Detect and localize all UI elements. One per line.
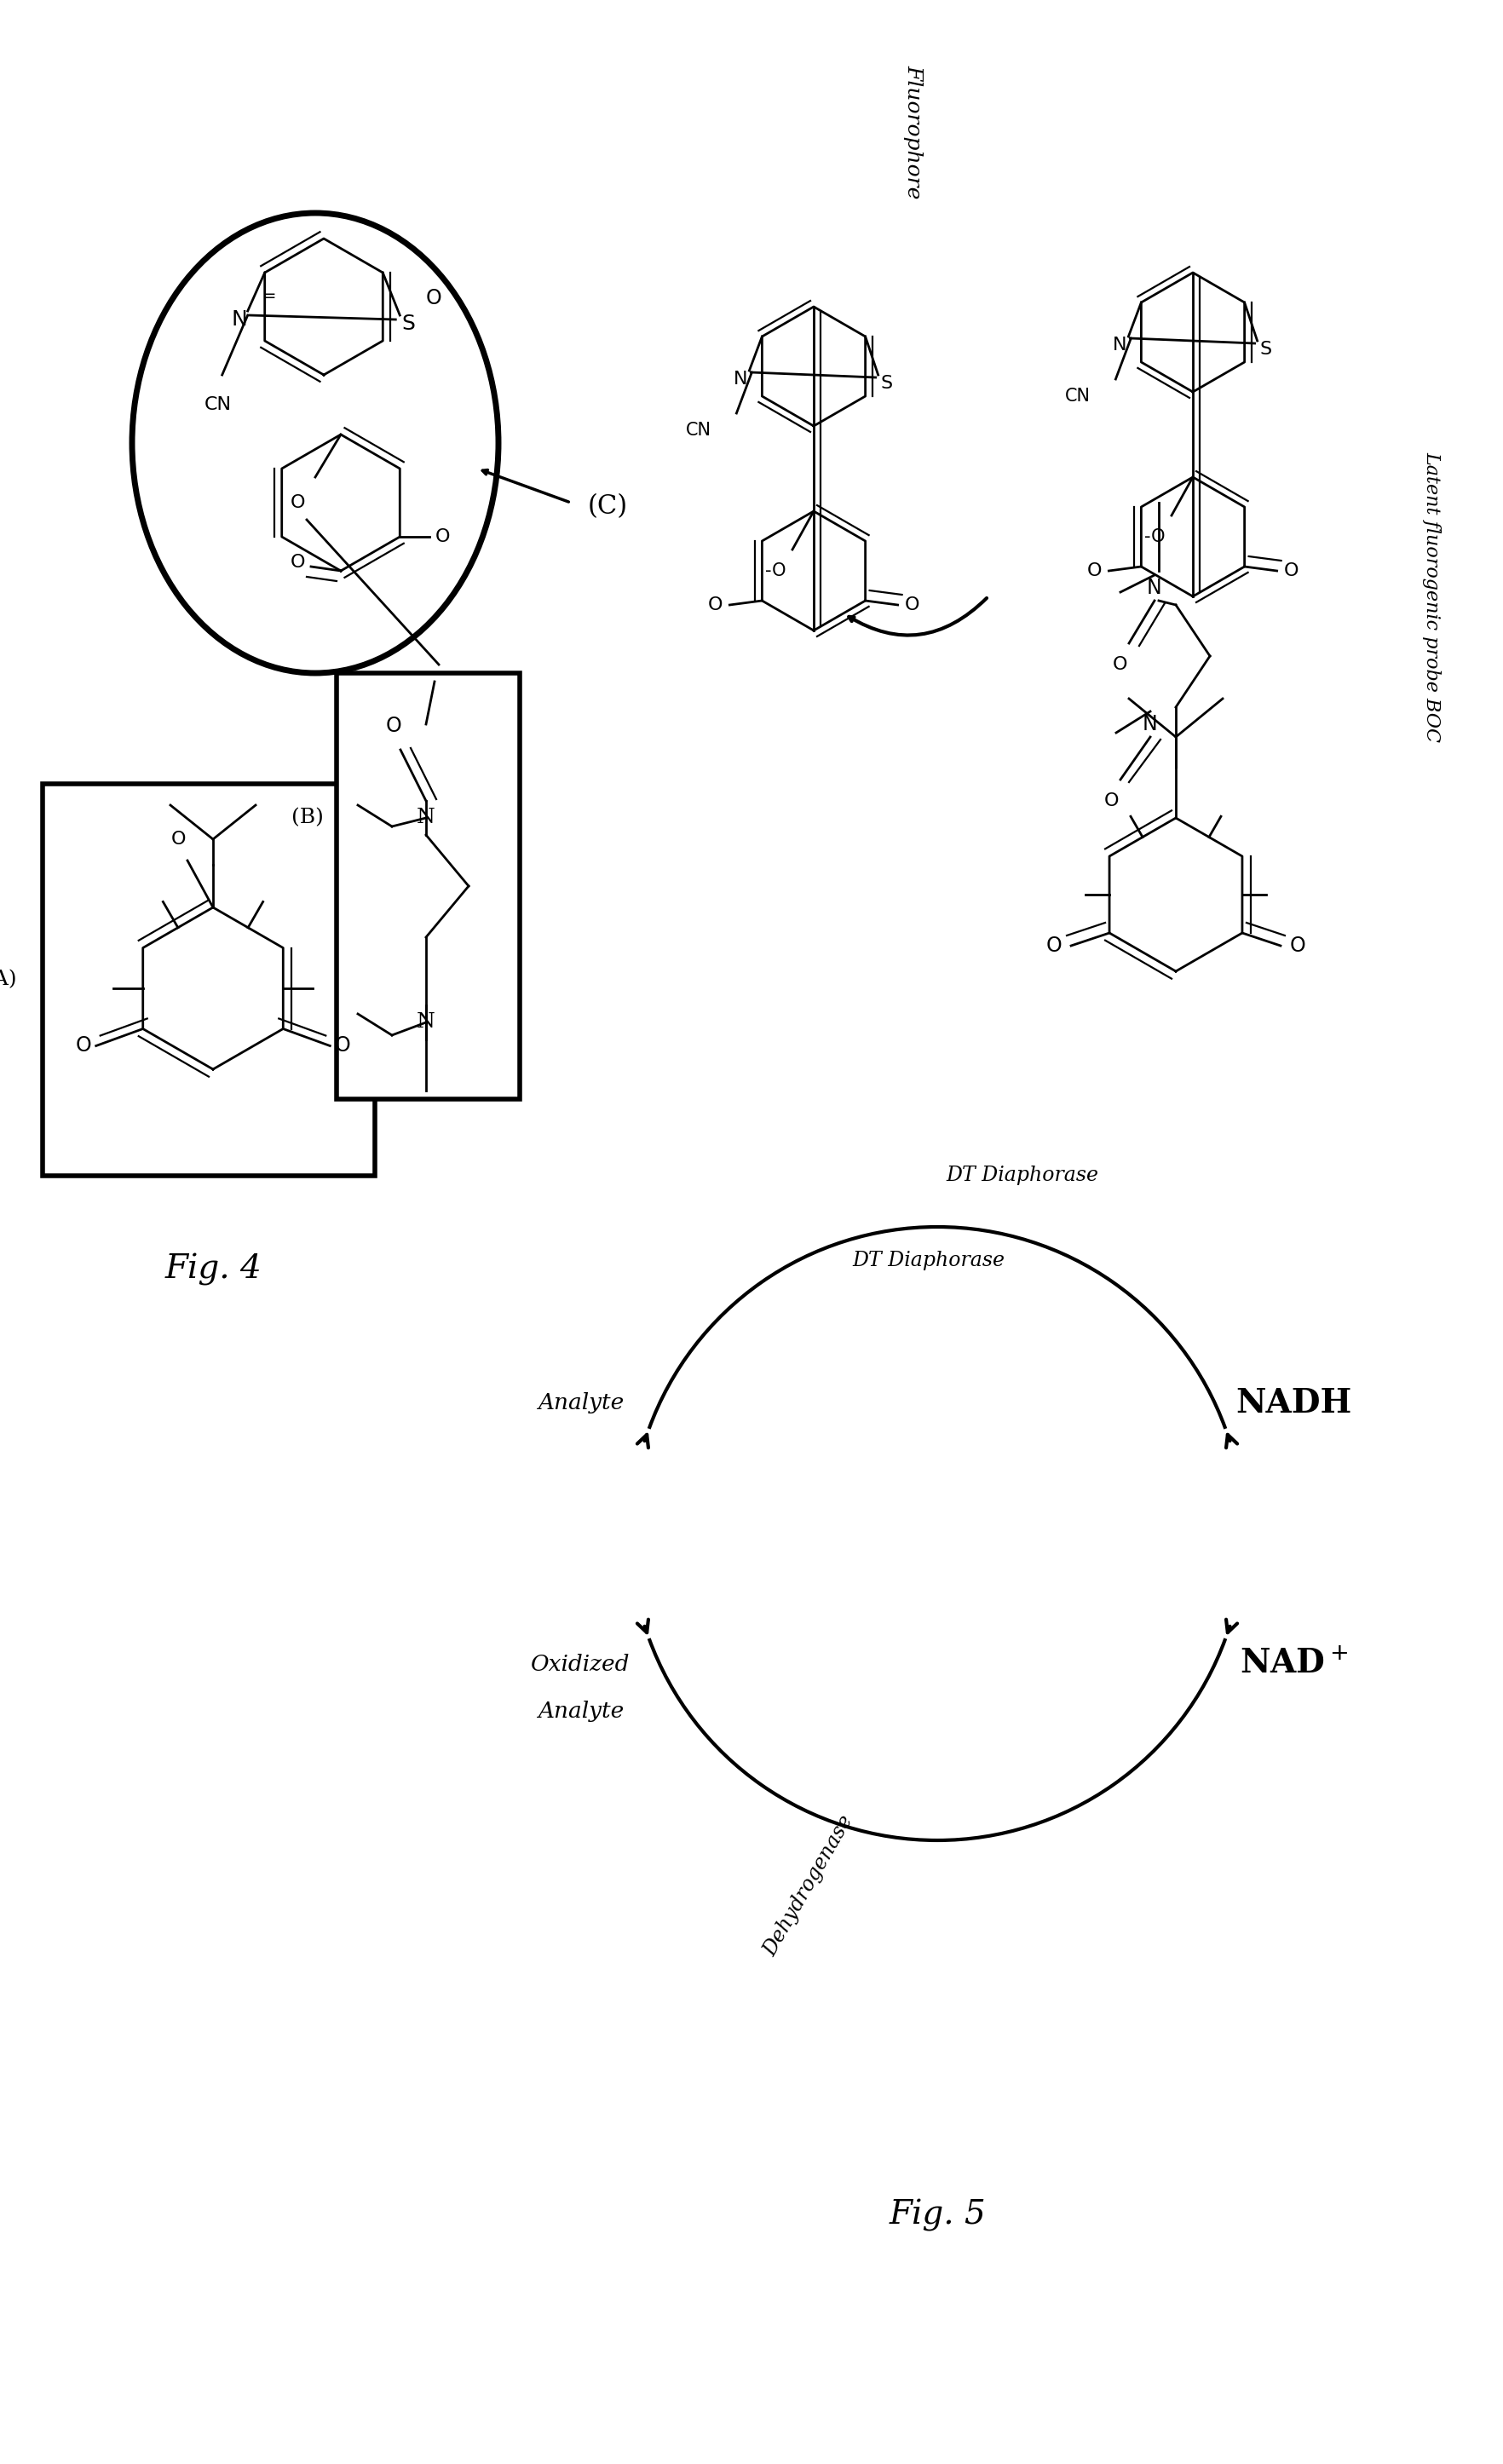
Text: O: O	[425, 288, 442, 308]
Text: -O: -O	[765, 562, 786, 579]
Text: Fluorophore: Fluorophore	[903, 64, 923, 200]
Text: N: N	[733, 370, 747, 387]
Text: O: O	[171, 830, 186, 848]
Ellipse shape	[132, 212, 497, 673]
Text: O: O	[75, 1035, 92, 1057]
Text: O: O	[290, 554, 305, 572]
Text: O: O	[1284, 562, 1299, 579]
Text: O: O	[1103, 793, 1118, 808]
Text: O: O	[290, 495, 305, 510]
Text: O: O	[1290, 936, 1305, 956]
Text: O: O	[385, 715, 401, 737]
Text: Fig. 4: Fig. 4	[164, 1254, 262, 1286]
Bar	[337, 673, 520, 1099]
Text: O: O	[708, 596, 723, 614]
Text: NAD$^+$: NAD$^+$	[1238, 1648, 1347, 1680]
Text: CN: CN	[1064, 387, 1090, 404]
Text: (A): (A)	[0, 971, 17, 991]
Text: O: O	[1046, 936, 1061, 956]
Text: Fig. 5: Fig. 5	[888, 2198, 984, 2232]
Text: Analyte: Analyte	[538, 1392, 624, 1414]
Text: DT Diaphorase: DT Diaphorase	[945, 1165, 1099, 1185]
Text: N: N	[416, 808, 434, 828]
Text: CN: CN	[204, 397, 231, 414]
Text: S: S	[1260, 340, 1272, 357]
Text: N: N	[1147, 577, 1162, 599]
Text: S: S	[401, 313, 415, 335]
Text: N: N	[1142, 715, 1157, 734]
Text: Dehydrogenase: Dehydrogenase	[761, 1811, 857, 1959]
Text: DT Diaphorase: DT Diaphorase	[852, 1252, 1004, 1271]
Text: Latent fluorogenic probe BOC: Latent fluorogenic probe BOC	[1422, 451, 1440, 742]
Text: (B): (B)	[292, 808, 323, 828]
Text: CN: CN	[685, 421, 711, 439]
Text: NADH: NADH	[1235, 1387, 1351, 1419]
Text: N: N	[231, 310, 246, 330]
Text: O: O	[1112, 655, 1127, 673]
Text: O: O	[905, 596, 920, 614]
Text: S: S	[881, 375, 893, 392]
Bar	[42, 784, 374, 1175]
Text: =: =	[262, 288, 277, 306]
Text: Analyte: Analyte	[538, 1700, 624, 1722]
Text: N: N	[416, 1013, 434, 1032]
Text: O: O	[434, 527, 449, 545]
Text: -O: -O	[1144, 527, 1165, 545]
Text: O: O	[1087, 562, 1102, 579]
Text: N: N	[1112, 338, 1126, 352]
Text: O: O	[335, 1035, 350, 1057]
Text: (C): (C)	[588, 493, 628, 520]
Text: Oxidized: Oxidized	[531, 1653, 630, 1676]
